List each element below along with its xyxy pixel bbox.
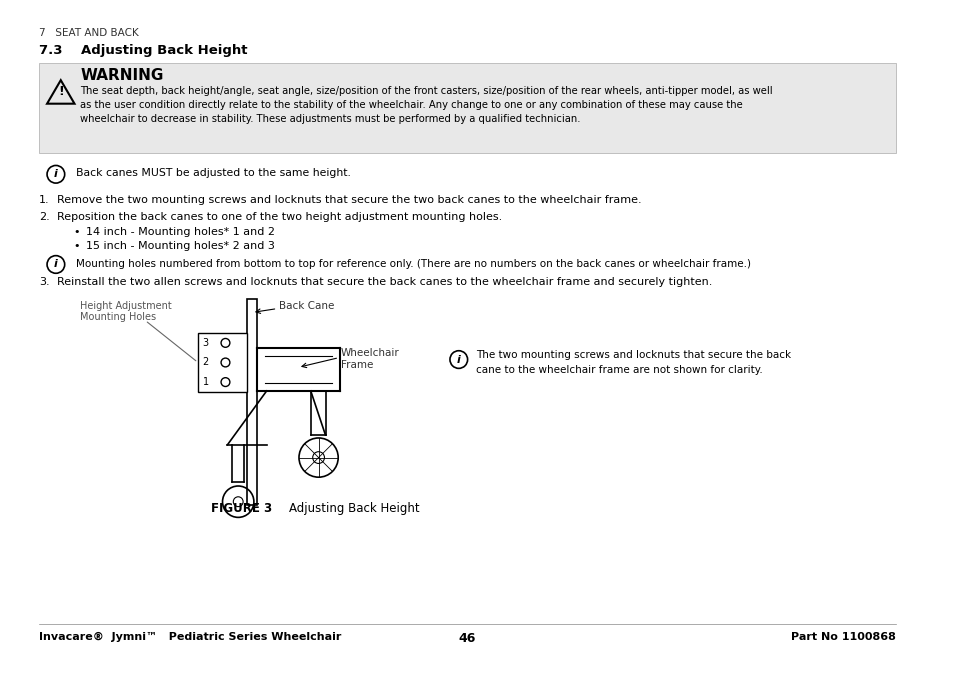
FancyBboxPatch shape: [39, 63, 895, 153]
Text: 2.: 2.: [39, 212, 50, 222]
Bar: [198, 333, 247, 392]
Bar: [247, 299, 256, 505]
Text: The two mounting screws and locknuts that secure the back
cane to the wheelchair: The two mounting screws and locknuts tha…: [476, 350, 791, 375]
Text: Frame: Frame: [341, 359, 374, 369]
Text: 15 inch - Mounting holes* 2 and 3: 15 inch - Mounting holes* 2 and 3: [86, 241, 274, 251]
Text: Mounting holes numbered from bottom to top for reference only. (There are no num: Mounting holes numbered from bottom to t…: [76, 259, 751, 268]
Text: 14 inch - Mounting holes* 1 and 2: 14 inch - Mounting holes* 1 and 2: [86, 227, 275, 237]
Text: 1.: 1.: [39, 195, 50, 205]
Text: WARNING: WARNING: [80, 68, 164, 84]
Text: Adjusting Back Height: Adjusting Back Height: [274, 501, 418, 515]
Text: •: •: [73, 241, 80, 251]
Text: FIGURE 3: FIGURE 3: [211, 501, 272, 515]
Text: Part No 1100868: Part No 1100868: [790, 632, 895, 642]
Text: Wheelchair: Wheelchair: [341, 348, 399, 358]
Text: Height Adjustment: Height Adjustment: [80, 301, 172, 311]
Text: Remove the two mounting screws and locknuts that secure the two back canes to th: Remove the two mounting screws and lockn…: [57, 195, 640, 205]
Text: 7.3    Adjusting Back Height: 7.3 Adjusting Back Height: [39, 44, 248, 57]
Text: Reposition the back canes to one of the two height adjustment mounting holes.: Reposition the back canes to one of the …: [57, 212, 501, 222]
Text: Back canes MUST be adjusted to the same height.: Back canes MUST be adjusted to the same …: [76, 168, 351, 179]
Text: 7   SEAT AND BACK: 7 SEAT AND BACK: [39, 28, 139, 38]
Text: •: •: [73, 227, 80, 237]
Text: i: i: [54, 169, 58, 179]
Text: Invacare®  Jymni™   Pediatric Series Wheelchair: Invacare® Jymni™ Pediatric Series Wheelc…: [39, 632, 341, 642]
Text: 1: 1: [203, 377, 209, 387]
Text: i: i: [456, 355, 460, 365]
Text: 3.: 3.: [39, 277, 50, 287]
Text: Back Cane: Back Cane: [279, 301, 335, 311]
Text: The seat depth, back height/angle, seat angle, size/position of the front caster: The seat depth, back height/angle, seat …: [80, 86, 772, 124]
Text: 2: 2: [203, 357, 209, 367]
Text: 46: 46: [458, 632, 476, 645]
Text: !: !: [58, 86, 64, 98]
Text: Reinstall the two allen screws and locknuts that secure the back canes to the wh: Reinstall the two allen screws and lockn…: [57, 277, 712, 287]
Text: i: i: [54, 259, 58, 270]
Text: Mounting Holes: Mounting Holes: [80, 313, 156, 322]
Text: 3: 3: [203, 338, 209, 348]
